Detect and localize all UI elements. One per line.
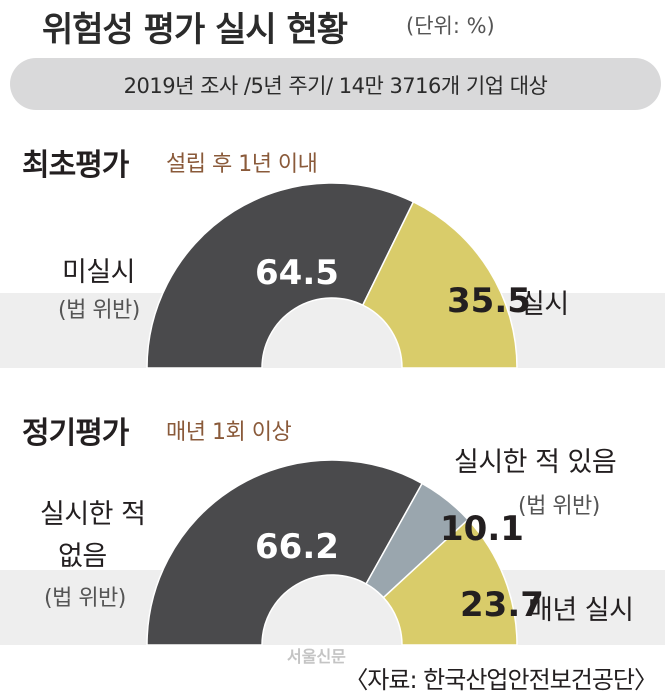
survey-info-text: 2019년 조사 /5년 주기/ 14만 3716개 기업 대상: [123, 74, 548, 98]
c2-label-yearly: 매년 실시: [528, 595, 634, 626]
chart-title: 위험성 평가 실시 현황: [42, 10, 348, 50]
chart2-value-label-3: 23.7: [460, 585, 544, 625]
unit-label: (단위: %): [406, 14, 495, 38]
c1-label-missing: 미실시: [62, 257, 136, 288]
c2-label-never-2: 없음: [58, 541, 107, 572]
c2-label-never: 실시한 적: [40, 499, 146, 530]
section2-title: 정기평가: [22, 416, 129, 451]
section2-band: [0, 570, 665, 645]
c2-note-once: (법 위반): [518, 494, 600, 519]
c1-note-missing: (법 위반): [58, 298, 140, 323]
section1-band: [0, 293, 665, 368]
chart1-slice-1: [146, 182, 415, 369]
section1-title: 최초평가: [22, 148, 129, 183]
c1-label-done: 실시: [520, 289, 569, 320]
chart2-slice-1: [146, 459, 424, 646]
survey-info-pill: 2019년 조사 /5년 주기/ 14만 3716개 기업 대상: [10, 58, 661, 110]
chart1-slice-2: [361, 200, 518, 369]
newspaper-watermark: 서울신문: [287, 647, 346, 666]
chart2-slice-3: [382, 518, 518, 646]
section1-subtitle: 설립 후 1년 이내: [166, 152, 318, 177]
chart1-value-label-2: 35.5: [447, 281, 531, 321]
c2-label-once: 실시한 적 있음: [454, 447, 617, 478]
c2-note-never: (법 위반): [44, 586, 126, 611]
chart2-value-label-1: 66.2: [255, 527, 339, 567]
source-note: 〈자료: 한국산업안전보건공단〉: [344, 666, 658, 694]
section2-subtitle: 매년 1회 이상: [166, 420, 292, 445]
chart2-value-label-2: 10.1: [440, 509, 524, 549]
chart1-value-label-1: 64.5: [255, 253, 339, 293]
